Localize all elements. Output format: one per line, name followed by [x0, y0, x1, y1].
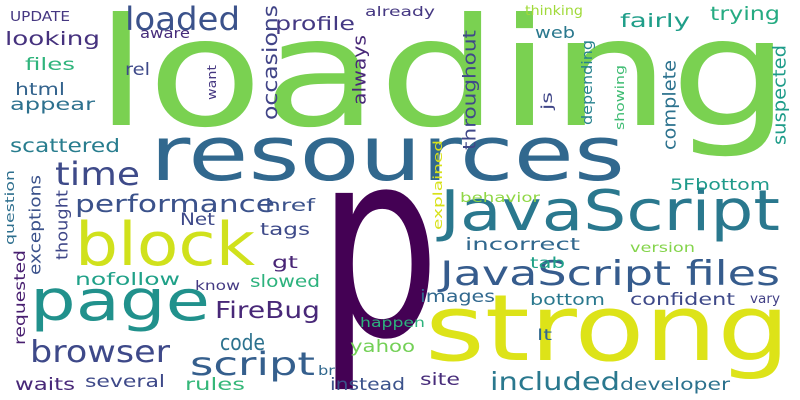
word: code [220, 331, 265, 356]
word: complete [660, 60, 681, 150]
word: want [205, 65, 219, 100]
word: rules [185, 375, 245, 395]
word: rel [125, 60, 150, 80]
word: showing [613, 65, 627, 130]
word: occasions [258, 5, 282, 120]
word: happen [360, 316, 425, 331]
word: p [318, 95, 440, 397]
word: waits [15, 375, 75, 395]
word: always [350, 35, 371, 105]
word: vary [750, 292, 780, 307]
word: resources [150, 109, 625, 198]
word: tab [530, 254, 565, 272]
word: performance [75, 190, 275, 218]
word: already [365, 5, 435, 20]
word: tags [260, 220, 310, 240]
word: thought [53, 190, 72, 260]
word: behavior [460, 191, 541, 206]
word: slowed [250, 272, 320, 292]
word: thinking [525, 4, 583, 19]
word: web [535, 23, 575, 42]
word: page [30, 269, 210, 334]
word: href [265, 196, 316, 216]
word: lt [537, 326, 552, 344]
word: instead [330, 375, 405, 395]
word: Net [180, 210, 215, 230]
word: files [25, 55, 75, 75]
word: question [3, 170, 17, 245]
word: explained [431, 140, 445, 230]
word: know [195, 279, 240, 294]
word: gt [272, 253, 298, 273]
word: loaded [125, 0, 240, 38]
word: script [190, 345, 315, 383]
word: block [75, 210, 255, 280]
word: suspected [770, 45, 791, 145]
word: requested [11, 250, 29, 345]
word: incorrect [465, 235, 580, 255]
word: JavaScript files [437, 254, 780, 294]
word: several [85, 372, 165, 392]
word: time [55, 155, 140, 193]
word: br [318, 364, 336, 379]
word: FireBug [215, 298, 320, 324]
word: yahoo [350, 337, 415, 357]
word: fairly [620, 10, 690, 32]
word: trying [710, 3, 780, 25]
word: strong [425, 275, 790, 382]
word: profile [275, 13, 355, 35]
word: loading [95, 0, 790, 161]
word: nofollow [75, 270, 180, 290]
word: site [420, 370, 460, 390]
word: 5Fbottom [670, 175, 770, 194]
word: exceptions [26, 175, 45, 275]
word: confident [630, 290, 735, 310]
word: depending [580, 40, 596, 125]
word: throughout [460, 30, 481, 150]
word: UPDATE [10, 10, 70, 25]
word: bottom [530, 290, 605, 309]
word: images [420, 287, 495, 307]
word: version [630, 241, 695, 256]
word: aware [140, 26, 190, 42]
word: js [538, 92, 556, 112]
word: looking [5, 28, 100, 50]
word: appear [10, 95, 95, 115]
word: developer [620, 375, 730, 395]
word: browser [30, 335, 171, 370]
word: JavaScript [436, 179, 780, 244]
word: html [15, 80, 65, 100]
word: scattered [10, 135, 120, 157]
word: included [490, 367, 620, 396]
